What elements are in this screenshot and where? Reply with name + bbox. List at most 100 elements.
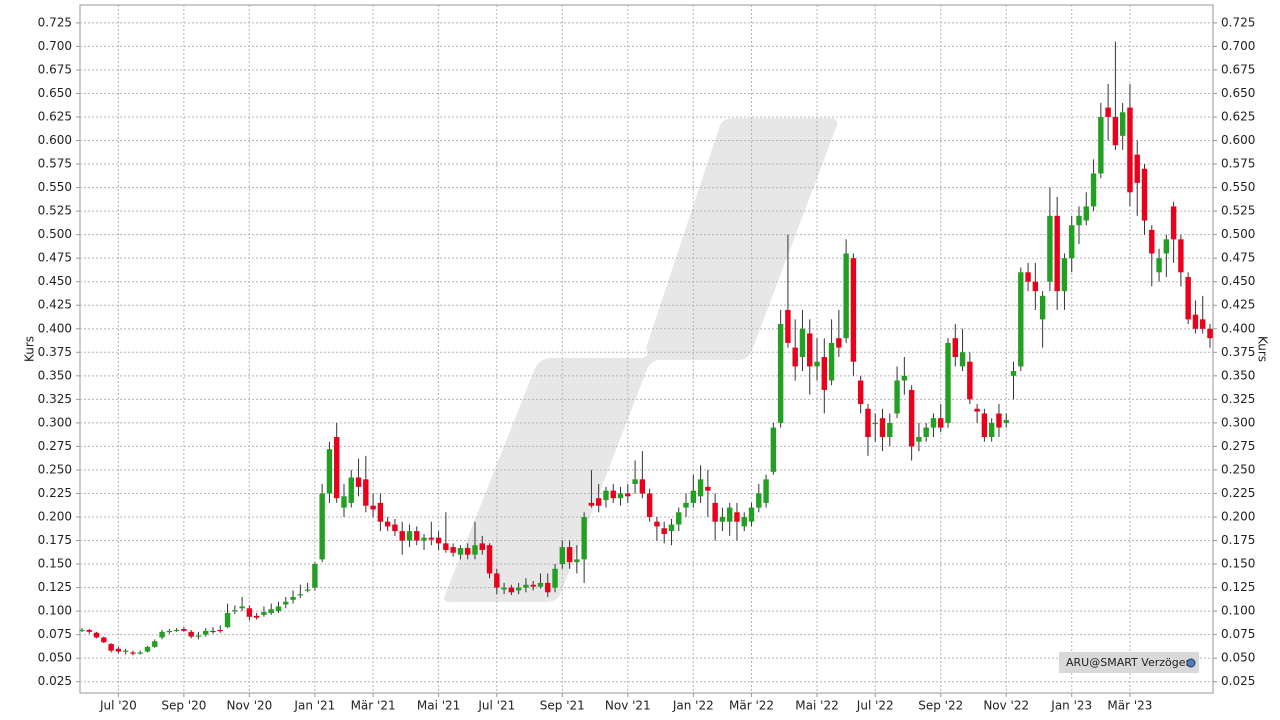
candle-body <box>319 493 325 560</box>
candle-body <box>988 422 995 437</box>
candle-body <box>668 524 675 532</box>
y2-axis-label: Kurs <box>1256 336 1270 362</box>
y-tick-label: 0.100 <box>38 604 72 618</box>
y2-tick-label: 0.300 <box>1221 415 1255 429</box>
candle-body <box>457 548 464 555</box>
y2-tick-label: 0.350 <box>1221 368 1255 382</box>
candle-body <box>341 496 347 508</box>
x-tick-label: Jan '21 <box>293 699 335 713</box>
candle-body <box>530 584 536 587</box>
candle-body <box>1018 272 1024 367</box>
candle-body <box>1061 258 1068 292</box>
candle-body <box>537 582 544 587</box>
y2-tick-label: 0.725 <box>1221 15 1255 29</box>
candle-body <box>173 629 180 632</box>
candle-body <box>312 564 318 588</box>
candle-body <box>559 547 566 565</box>
y2-tick-label: 0.125 <box>1221 580 1255 594</box>
y-tick-label: 0.200 <box>38 510 72 524</box>
candle-body <box>661 528 667 534</box>
y-tick-label: 0.600 <box>38 133 72 147</box>
x-tick-label: Jul '20 <box>99 699 137 713</box>
candle-body <box>814 361 820 367</box>
candle-body <box>1200 319 1206 329</box>
candle-body <box>1003 420 1009 423</box>
candle-body <box>239 606 245 609</box>
candle-body <box>1076 215 1082 226</box>
candle-body <box>632 479 638 485</box>
y2-tick-label: 0.075 <box>1221 627 1255 641</box>
candle-body <box>79 629 85 632</box>
y-tick-label: 0.275 <box>38 439 72 453</box>
candle-body <box>763 479 769 503</box>
y-tick-label: 0.300 <box>38 415 72 429</box>
y2-tick-label: 0.425 <box>1221 298 1255 312</box>
source-box <box>1059 652 1199 673</box>
x-tick-label: Mär '22 <box>729 699 774 713</box>
y2-tick-label: 0.100 <box>1221 604 1255 618</box>
candle-body <box>450 547 456 553</box>
y-tick-label: 0.075 <box>38 627 72 641</box>
candle-body <box>108 644 114 651</box>
y-tick-label: 0.225 <box>38 486 72 500</box>
y2-tick-label: 0.475 <box>1221 251 1255 265</box>
candle-body <box>1163 239 1170 254</box>
candle-body <box>1141 168 1148 221</box>
candle-body <box>799 328 806 357</box>
candle-body <box>523 584 529 588</box>
y-tick-label: 0.325 <box>38 392 72 406</box>
candle-body <box>443 543 449 550</box>
x-tick-label: Mär '21 <box>351 699 396 713</box>
candle-body <box>166 630 173 633</box>
candle-body <box>676 512 682 525</box>
x-tick-label: Nov '20 <box>226 699 272 713</box>
candle-body <box>246 608 253 617</box>
candle-body <box>748 507 755 522</box>
y-tick-label: 0.500 <box>38 227 72 241</box>
y-tick-label: 0.700 <box>38 39 72 53</box>
candle-body <box>646 493 653 517</box>
candle-body <box>625 493 631 497</box>
y-tick-label: 0.725 <box>38 15 72 29</box>
x-tick-label: Mai '22 <box>795 699 838 713</box>
y-tick-label: 0.575 <box>38 157 72 171</box>
candle-body <box>777 324 784 423</box>
y2-tick-label: 0.525 <box>1221 204 1255 218</box>
y-tick-label: 0.475 <box>38 251 72 265</box>
candle-body <box>974 408 980 412</box>
candle-body <box>996 413 1002 428</box>
candle-body <box>726 507 733 522</box>
y-tick-label: 0.250 <box>38 462 72 476</box>
candle-body <box>1119 112 1126 136</box>
candle-body <box>785 309 791 343</box>
candle-body <box>355 477 362 487</box>
candle-body <box>472 545 478 555</box>
candle-body <box>850 258 857 362</box>
x-tick-label: Jul '21 <box>477 699 515 713</box>
candle-body <box>406 531 413 541</box>
y-tick-label: 0.125 <box>38 580 72 594</box>
candle-body <box>421 537 427 541</box>
y2-tick-label: 0.700 <box>1221 39 1255 53</box>
candle-body <box>894 380 900 414</box>
candle-body <box>122 650 129 652</box>
candle-body <box>479 543 485 550</box>
candle-body <box>697 479 704 497</box>
candle-body <box>581 517 587 560</box>
candle-body <box>719 517 726 522</box>
candle-body <box>377 502 384 522</box>
y-tick-label: 0.150 <box>38 557 72 571</box>
candle-body <box>515 587 522 591</box>
y2-tick-label: 0.225 <box>1221 486 1255 500</box>
x-tick-label: Nov '22 <box>983 699 1029 713</box>
candle-body <box>326 449 333 494</box>
candle-body <box>588 502 595 506</box>
candle-body <box>1032 281 1039 292</box>
x-tick-label: Nov '21 <box>605 699 651 713</box>
y-tick-label: 0.175 <box>38 533 72 547</box>
candle-body <box>283 601 289 605</box>
y2-tick-label: 0.175 <box>1221 533 1255 547</box>
candle-body <box>545 582 551 593</box>
candle-body <box>486 545 493 574</box>
candle-body <box>334 437 340 499</box>
